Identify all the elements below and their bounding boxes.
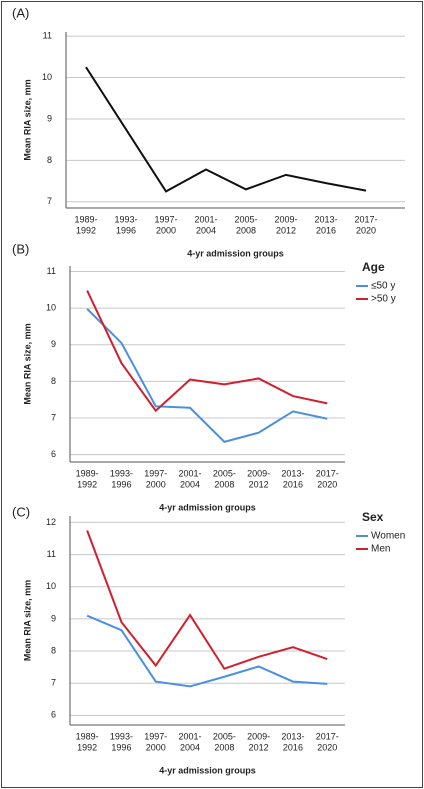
x-tick-label: 1989- [76,731,99,741]
x-tick-label: 2008 [214,479,234,489]
x-tick-label: 2012 [276,225,296,235]
x-tick-label: 2005- [213,731,236,741]
x-tick-label: 1989- [74,214,97,224]
x-tick-label: 2004 [180,479,200,489]
x-tick-label: 2001- [179,731,202,741]
legend-label: Men [371,544,390,555]
x-tick-label: 1993- [114,214,137,224]
x-axis-title: 4-yr admission groups [159,765,256,775]
x-tick-label: 1996 [116,225,136,235]
x-tick-label: 1992 [77,742,97,752]
y-tick-label: 9 [51,339,56,349]
y-tick-label: 10 [46,303,56,313]
x-tick-label: 1997- [144,468,167,478]
x-tick-label: 2000 [146,742,166,752]
x-tick-label: 2013- [314,214,337,224]
y-tick-label: 7 [51,412,56,422]
legend-label: Women [371,531,405,542]
x-tick-label: 2016 [283,479,303,489]
x-tick-label: 1993- [110,468,133,478]
x-tick-label: 2005- [234,214,257,224]
x-tick-label: 2009- [247,731,270,741]
y-tick-label: 11 [47,549,56,559]
line [86,530,328,670]
x-tick-label: 1997- [144,731,167,741]
y-tick-label: 10 [42,72,52,82]
y-axis-title: Mean RIA size, mm [22,79,32,160]
line [86,290,328,413]
x-tick-label: 2009- [247,468,270,478]
y-tick-label: 10 [46,581,56,591]
y-tick-label: 11 [43,31,52,41]
y-tick-label: 8 [51,645,56,655]
y-tick-label: 8 [51,376,56,386]
x-tick-label: 1989- [76,468,99,478]
y-tick-label: 7 [51,678,56,688]
x-tick-label: 2013- [281,731,304,741]
x-tick-label: 2012 [249,742,269,752]
y-axis-title: Mean RIA size, mm [22,323,32,404]
x-tick-label: 2017- [354,214,377,224]
legend-label: >50 y [371,294,396,305]
x-tick-label: 1997- [154,214,177,224]
panel-label: (C) [12,504,30,519]
x-tick-label: 2016 [283,742,303,752]
legend-title: Sex [362,510,384,524]
x-tick-label: 2017- [316,468,339,478]
x-tick-label: 1993- [110,731,133,741]
panel-label: (B) [12,241,29,256]
y-tick-label: 9 [51,613,56,623]
x-tick-label: 2001- [179,468,202,478]
x-tick-label: 1996 [111,742,131,752]
y-axis-title: Mean RIA size, mm [22,580,32,661]
y-tick-label: 7 [47,196,52,206]
y-tick-label: 12 [46,517,56,527]
y-tick-label: 11 [47,266,56,276]
x-tick-label: 2013- [281,468,304,478]
x-tick-label: 2008 [214,742,234,752]
x-tick-label: 2020 [317,742,337,752]
x-tick-label: 1992 [76,225,96,235]
x-tick-label: 2012 [249,479,269,489]
x-tick-label: 2000 [146,479,166,489]
x-tick-label: 2020 [356,225,376,235]
x-tick-label: 1996 [111,479,131,489]
legend-label: ≤50 y [371,281,395,292]
x-tick-label: 1992 [77,479,97,489]
x-tick-label: 2008 [236,225,256,235]
y-tick-label: 8 [47,155,52,165]
panel-label: (A) [12,5,29,20]
x-axis-title: 4-yr admission groups [187,248,284,258]
x-tick-label: 2020 [317,479,337,489]
y-tick-label: 9 [47,113,52,123]
line [86,614,328,688]
line [86,308,328,443]
line [85,66,367,193]
x-tick-label: 2017- [316,731,339,741]
x-tick-label: 2004 [196,225,216,235]
x-tick-label: 2016 [316,225,336,235]
x-tick-label: 2000 [156,225,176,235]
y-tick-label: 6 [51,710,56,720]
x-tick-label: 2004 [180,742,200,752]
x-axis-title: 4-yr admission groups [159,502,256,512]
x-tick-label: 2005- [213,468,236,478]
x-tick-label: 2009- [274,214,297,224]
legend-title: Age [362,260,385,274]
y-tick-label: 6 [51,449,56,459]
x-tick-label: 2001- [194,214,217,224]
